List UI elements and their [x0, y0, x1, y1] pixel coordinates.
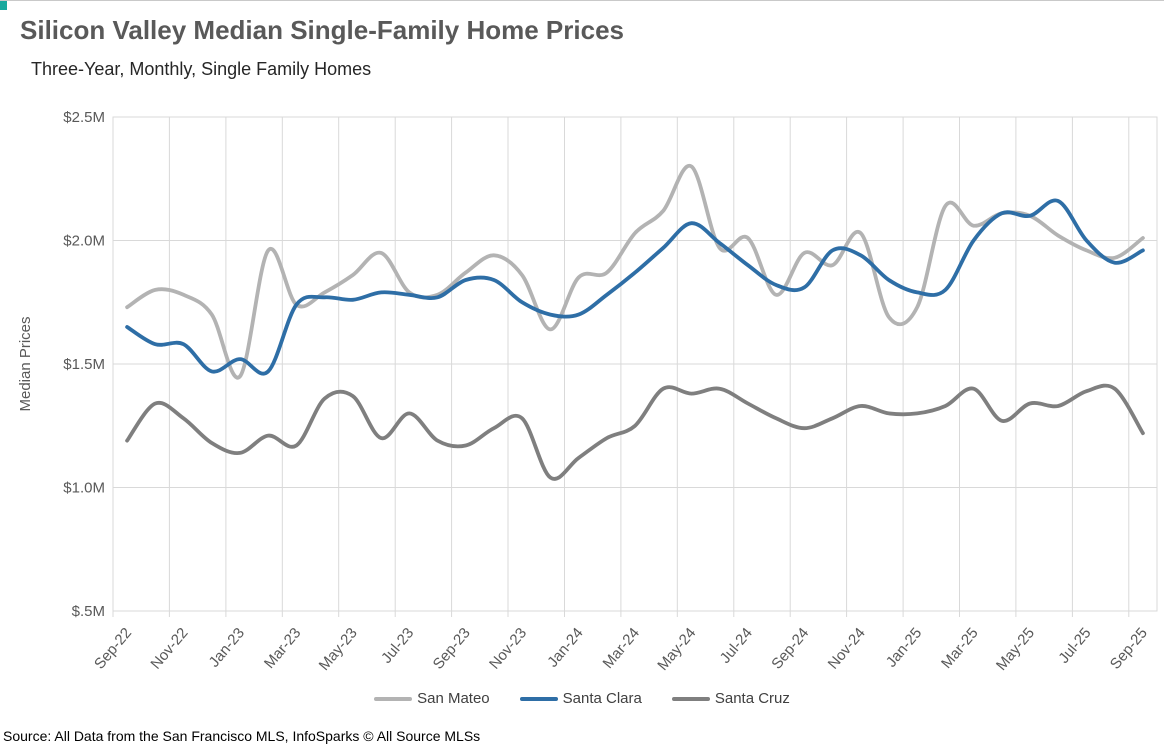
x-tick-label: May-24: [654, 625, 699, 674]
x-tick-label: Mar-23: [261, 625, 305, 672]
x-tick-label: Jan-23: [206, 625, 249, 671]
y-tick-label: $.5M: [72, 603, 105, 620]
x-tick-label: Mar-24: [599, 625, 643, 672]
x-tick-label: May-25: [993, 625, 1038, 674]
x-tick-label: May-23: [316, 625, 361, 674]
series-line-santa-clara: [125, 198, 1145, 376]
legend-label: Santa Cruz: [714, 690, 790, 707]
legend-item-santa-cruz: Santa Cruz: [671, 690, 790, 707]
y-tick-label: $2.0M: [63, 233, 105, 250]
x-tick-label: Jul-23: [378, 625, 417, 667]
x-tick-label: Nov-22: [147, 625, 191, 673]
legend-label: Santa Clara: [562, 690, 642, 707]
legend-swatch-santa-cruz: [671, 696, 710, 701]
x-tick-label: Nov-24: [825, 625, 869, 673]
plot-border: [112, 116, 1158, 612]
legend-item-santa-clara: Santa Clara: [519, 690, 642, 707]
legend-item-san-mateo: San Mateo: [374, 690, 490, 707]
source-note: Source: All Data from the San Francisco …: [3, 728, 481, 744]
x-tick-label: Sep-24: [768, 625, 812, 673]
x-tick-label: Jan-24: [544, 625, 587, 671]
x-tick-label: Sep-22: [91, 625, 135, 673]
series-line-santa-cruz: [125, 383, 1145, 481]
x-tick-label: Jul-25: [1055, 625, 1094, 667]
corner-artifact: [0, 1, 7, 10]
y-tick-label: $2.5M: [63, 109, 105, 126]
x-tick-label: Jul-24: [717, 625, 756, 667]
series-line-san-mateo: [125, 164, 1145, 380]
legend-label: San Mateo: [417, 690, 490, 707]
y-tick-label: $1.0M: [63, 480, 105, 497]
x-tick-label: Sep-23: [430, 625, 474, 673]
legend-swatch-santa-clara: [519, 696, 558, 701]
chart-subtitle: Three-Year, Monthly, Single Family Homes: [31, 59, 372, 79]
x-tick-label: Sep-25: [1107, 625, 1151, 673]
chart-legend: San Mateo Santa Clara Santa Cruz: [0, 690, 1164, 707]
y-axis-title: Median Prices: [17, 316, 34, 411]
chart-title: Silicon Valley Median Single-Family Home…: [20, 15, 624, 45]
x-tick-label: Jan-25: [883, 625, 926, 671]
legend-swatch-san-mateo: [374, 696, 413, 701]
y-tick-label: $1.5M: [63, 356, 105, 373]
x-tick-label: Mar-25: [938, 625, 982, 672]
x-tick-label: Nov-23: [486, 625, 530, 673]
